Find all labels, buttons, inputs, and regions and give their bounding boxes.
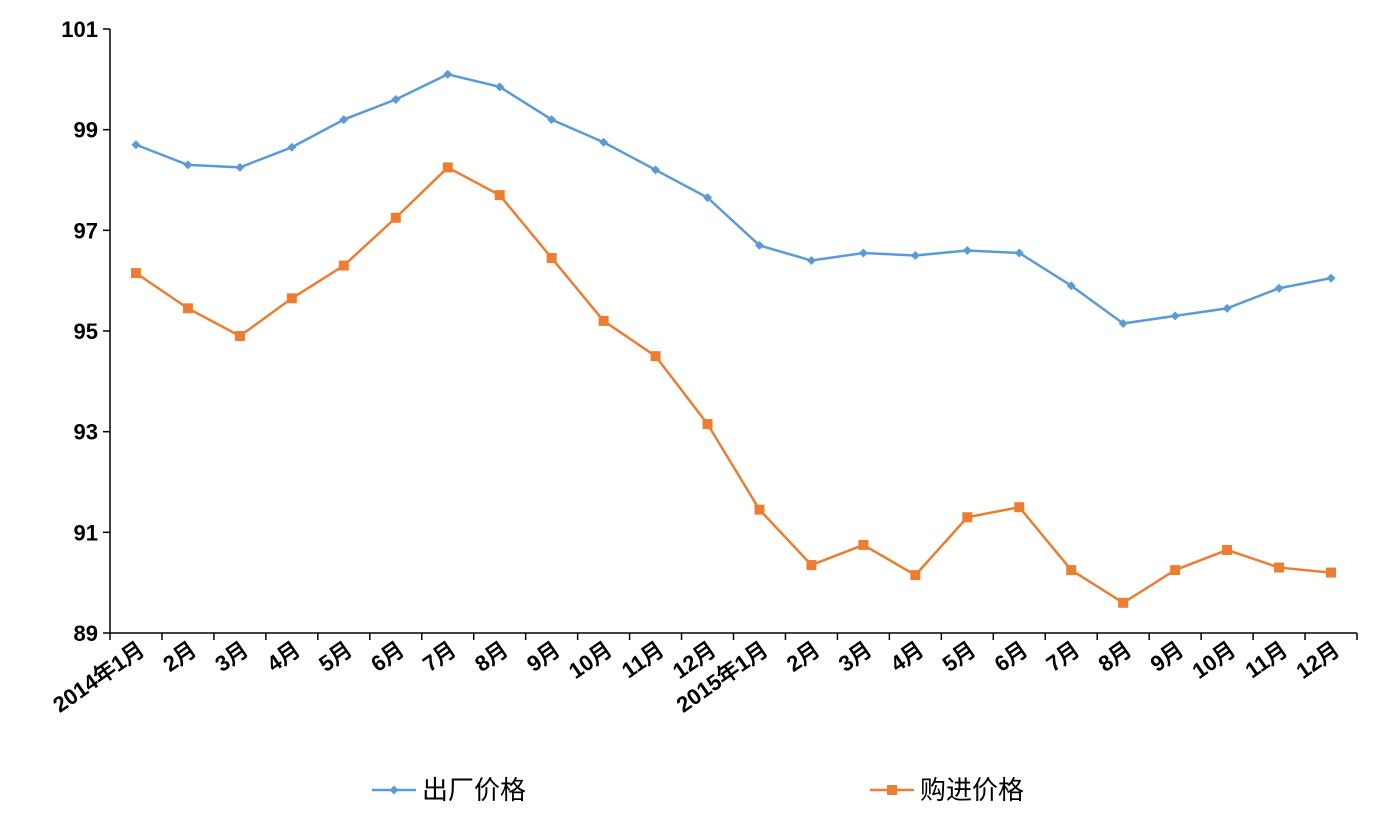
axes — [109, 29, 1357, 634]
data-point — [754, 504, 765, 515]
data-point — [1170, 311, 1180, 321]
x-tick-label: 8月 — [470, 637, 512, 677]
data-point — [1170, 565, 1181, 576]
data-point — [910, 570, 921, 581]
data-point — [391, 94, 401, 104]
data-point — [650, 351, 661, 362]
x-tick-label: 5月 — [314, 637, 356, 677]
series-1 — [131, 69, 1336, 328]
data-point — [1222, 303, 1232, 313]
legend: 出厂价格 购进价格 — [372, 775, 1024, 805]
x-tick-label: 2月 — [158, 637, 200, 677]
x-tick-label: 12月 — [1291, 637, 1343, 684]
series-line — [135, 166, 1332, 605]
y-tick-label: 99 — [74, 118, 98, 143]
data-point — [1222, 544, 1233, 555]
data-point — [338, 260, 349, 271]
y-tick-label: 89 — [74, 621, 98, 646]
data-point — [1066, 565, 1077, 576]
x-tick-label: 11月 — [617, 637, 668, 683]
data-point — [702, 419, 713, 430]
x-tick-label: 2014年1月 — [48, 637, 149, 718]
data-point — [858, 539, 869, 550]
data-point — [1274, 283, 1284, 293]
data-point — [495, 82, 505, 92]
y-tick-label: 95 — [74, 319, 98, 344]
data-point — [1326, 273, 1336, 283]
x-tick-label: 10月 — [564, 637, 616, 684]
data-point — [235, 162, 245, 172]
y-tick-label: 101 — [61, 17, 98, 42]
legend-item: 出厂价格 — [372, 775, 526, 805]
data-point — [1274, 562, 1285, 573]
x-tick-label: 7月 — [418, 637, 460, 677]
legend-swatch-marker — [887, 785, 897, 795]
data-point — [183, 160, 193, 170]
data-point — [443, 69, 453, 79]
x-tick-label: 11月 — [1241, 637, 1292, 683]
data-point — [962, 512, 973, 523]
data-point — [806, 256, 816, 266]
series-line — [135, 73, 1332, 325]
y-tick-label: 91 — [74, 520, 98, 545]
x-tick-label: 6月 — [366, 637, 408, 677]
data-point — [1118, 597, 1129, 608]
x-tick-label: 9月 — [1146, 637, 1188, 677]
data-point — [806, 560, 817, 571]
data-point — [234, 331, 245, 342]
data-point — [442, 162, 453, 173]
data-point — [1014, 502, 1025, 513]
legend-label: 购进价格 — [920, 775, 1024, 805]
data-point — [131, 140, 141, 150]
x-tick-label: 6月 — [990, 637, 1032, 677]
data-point — [1326, 567, 1337, 578]
data-point — [494, 190, 505, 201]
x-tick-label: 5月 — [938, 637, 980, 677]
x-tick-label: 3月 — [834, 637, 876, 677]
y-tick-label: 97 — [74, 218, 98, 243]
data-point — [1118, 318, 1128, 328]
data-point — [598, 315, 609, 326]
data-point — [651, 165, 661, 175]
y-tick-label: 93 — [74, 420, 98, 445]
data-point — [703, 193, 713, 203]
x-tick-label: 4月 — [262, 637, 304, 677]
data-point — [287, 142, 297, 152]
data-point — [546, 253, 557, 264]
x-tick-label: 3月 — [210, 637, 252, 677]
x-tick-label: 4月 — [886, 637, 928, 677]
data-point — [1014, 248, 1024, 258]
series-2 — [130, 162, 1337, 608]
legend-item: 购进价格 — [870, 775, 1024, 805]
series-group — [130, 69, 1337, 608]
data-point — [182, 303, 193, 314]
data-point — [130, 268, 141, 279]
data-point — [754, 240, 764, 250]
x-tick-label: 9月 — [522, 637, 564, 677]
x-tick-label: 7月 — [1042, 637, 1084, 677]
data-point — [858, 248, 868, 258]
data-point — [390, 212, 401, 223]
data-point — [286, 293, 297, 304]
data-point — [962, 245, 972, 255]
legend-label: 出厂价格 — [422, 775, 526, 805]
data-point — [599, 137, 609, 147]
x-tick-label: 2月 — [782, 637, 824, 677]
data-point — [910, 251, 920, 260]
x-tick-label: 8月 — [1094, 637, 1136, 677]
y-axis-ticks: 89 91 93 95 97 99 101 — [61, 17, 110, 646]
legend-swatch-marker — [389, 785, 399, 795]
data-point — [547, 115, 557, 125]
x-tick-label: 10月 — [1188, 637, 1240, 684]
data-point — [1066, 281, 1076, 291]
data-point — [339, 115, 349, 125]
